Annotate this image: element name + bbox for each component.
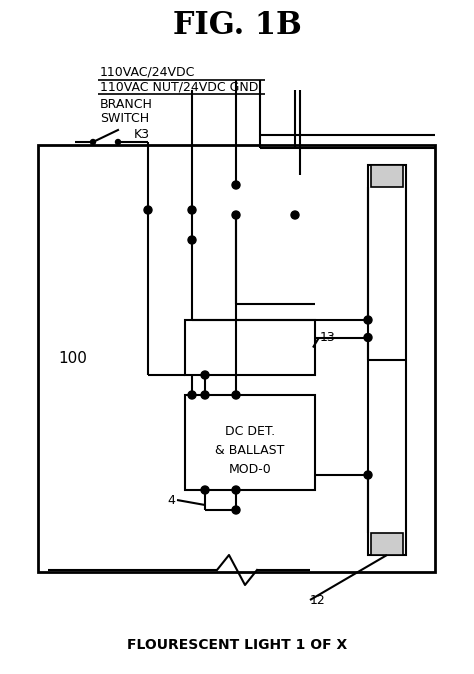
Text: SWITCH: SWITCH [100, 111, 149, 125]
Text: BRANCH: BRANCH [100, 98, 153, 111]
Circle shape [232, 486, 240, 494]
Circle shape [188, 206, 196, 214]
Circle shape [144, 206, 152, 214]
Bar [368, 165, 406, 555]
Text: & BALLAST: & BALLAST [215, 443, 285, 456]
Circle shape [364, 316, 372, 324]
Circle shape [232, 506, 240, 514]
Circle shape [232, 181, 240, 189]
Bar [185, 395, 315, 490]
Text: 110VAC NUT/24VDC GND: 110VAC NUT/24VDC GND [100, 80, 258, 94]
Circle shape [201, 486, 209, 494]
Bar [185, 320, 315, 375]
Circle shape [232, 391, 240, 399]
Text: K3: K3 [134, 129, 150, 142]
Bar [38, 145, 435, 572]
Circle shape [188, 391, 196, 399]
Text: 12: 12 [310, 594, 326, 607]
Circle shape [291, 211, 299, 219]
Text: 13: 13 [320, 331, 336, 344]
Circle shape [364, 471, 372, 479]
Text: 4: 4 [167, 493, 175, 506]
Text: MOD-0: MOD-0 [228, 462, 272, 476]
Circle shape [201, 371, 209, 379]
Text: 110VAC/24VDC: 110VAC/24VDC [100, 65, 195, 78]
Circle shape [201, 391, 209, 399]
Text: FIG. 1B: FIG. 1B [173, 11, 301, 42]
Circle shape [364, 334, 372, 342]
Circle shape [232, 211, 240, 219]
Text: FLOURESCENT LIGHT 1 OF X: FLOURESCENT LIGHT 1 OF X [127, 638, 347, 652]
Bar [371, 165, 403, 187]
Text: 100: 100 [58, 351, 87, 366]
Bar [371, 533, 403, 555]
Circle shape [91, 140, 95, 144]
Circle shape [188, 236, 196, 244]
Text: DC DET.: DC DET. [225, 425, 275, 437]
Circle shape [116, 140, 120, 144]
